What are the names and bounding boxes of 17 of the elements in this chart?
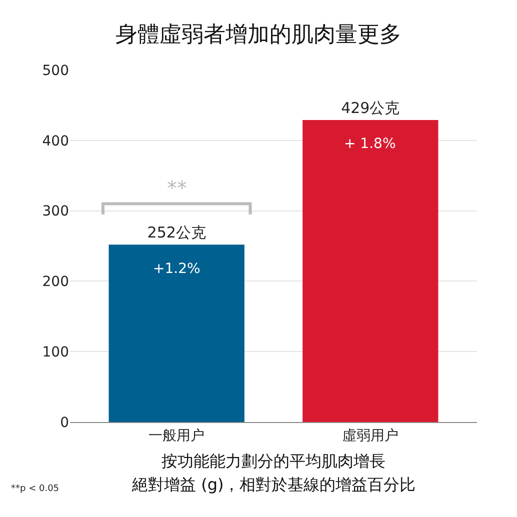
x-axis-title: 按功能能力劃分的平均肌肉增長 — [162, 452, 386, 470]
y-tick-label: 200 — [42, 274, 69, 290]
x-tick-label: 虛弱用户 — [342, 428, 398, 444]
data-label: 429公克 — [341, 98, 400, 117]
y-tick-label: 400 — [42, 133, 69, 150]
text: 絕對增益 (g)，相對於基線的增益百分比 — [131, 475, 416, 494]
data-label: 252公克 — [147, 224, 206, 242]
y-tick-label: 500 — [42, 62, 69, 79]
y-tick-label: 100 — [42, 344, 69, 360]
y-tick-label: 300 — [42, 204, 69, 220]
annotation: ** — [167, 176, 187, 200]
annotation: +1.2% — [153, 261, 200, 277]
x-tick-label: 一般用户 — [148, 428, 205, 444]
chart-title: 身體虛弱者增加的肌肉量更多 — [116, 22, 402, 48]
y-tick-label: 0 — [60, 414, 69, 431]
annotation: + 1.8% — [344, 136, 396, 152]
text: **p < 0.05 — [11, 484, 60, 494]
